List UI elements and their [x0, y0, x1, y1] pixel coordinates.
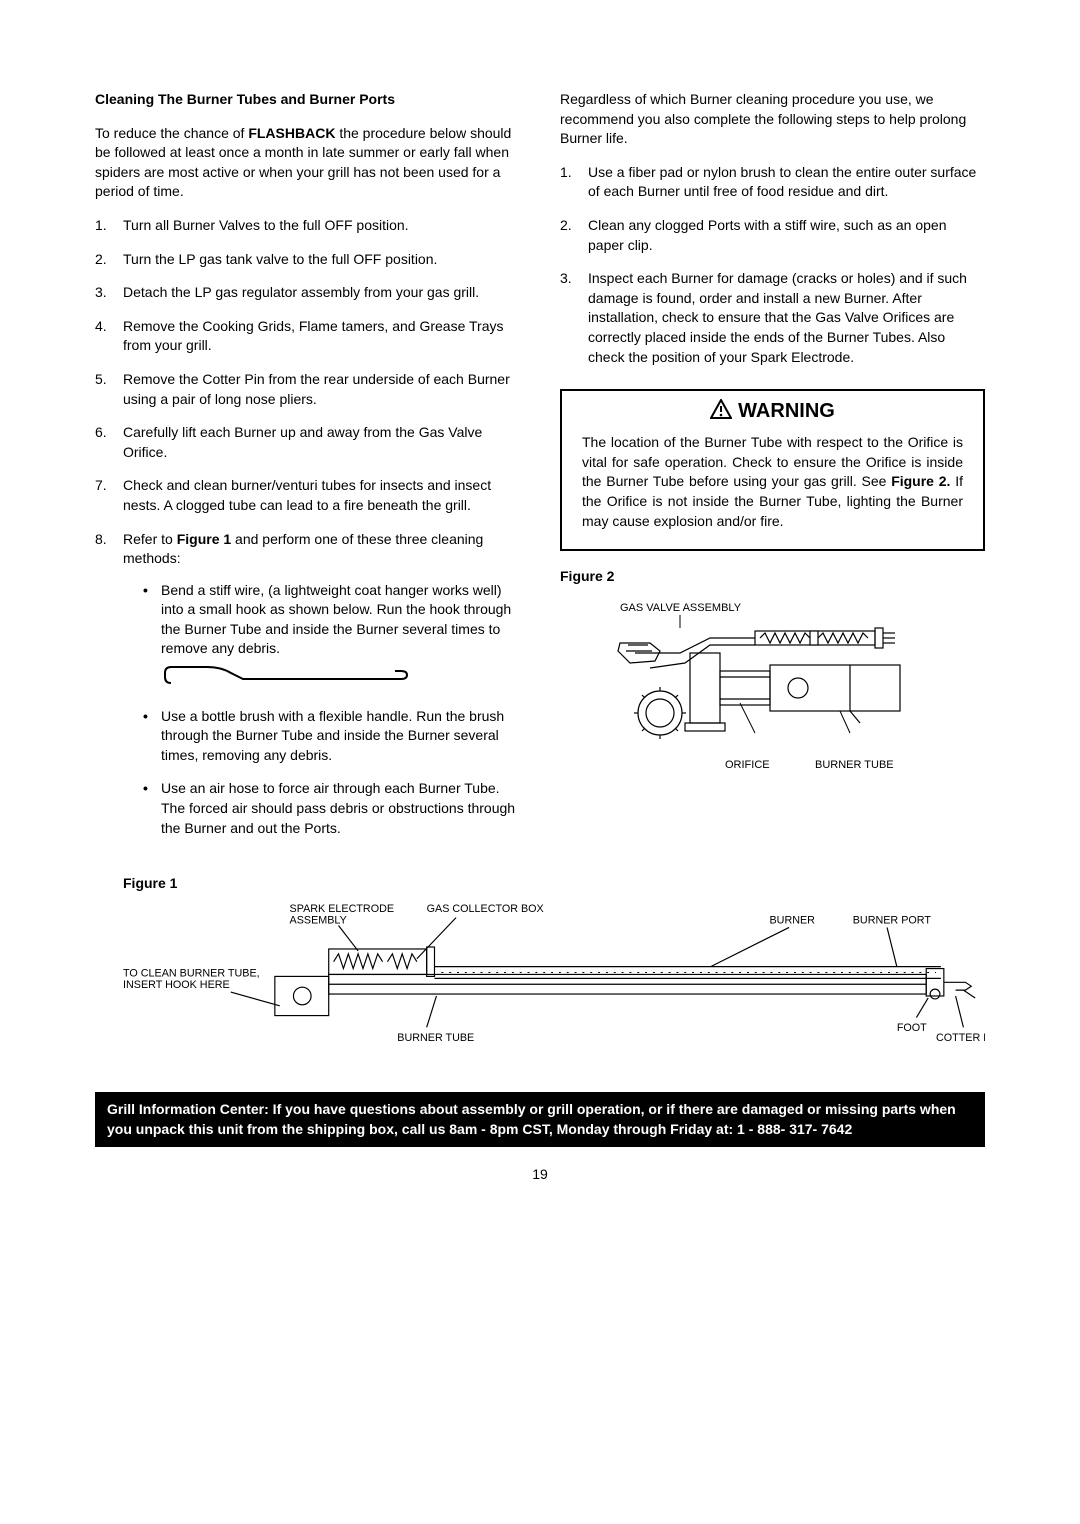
warning-icon	[710, 399, 732, 427]
method-b: Use a bottle brush with a flexible handl…	[143, 707, 520, 766]
step-5: Remove the Cotter Pin from the rear unde…	[95, 370, 520, 409]
left-column: Cleaning The Burner Tubes and Burner Por…	[95, 90, 520, 852]
warning-box: WARNING The location of the Burner Tube …	[560, 389, 985, 551]
step8-pre: Refer to	[123, 531, 177, 547]
svg-text:ASSEMBLY: ASSEMBLY	[290, 914, 347, 926]
figure1-diagram: SPARK ELECTRODE ASSEMBLY GAS COLLECTOR B…	[123, 900, 985, 1067]
svg-text:BURNER: BURNER	[769, 914, 815, 926]
step-7: Check and clean burner/venturi tubes for…	[95, 476, 520, 515]
step-4: Remove the Cooking Grids, Flame tamers, …	[95, 317, 520, 356]
intro-pre: To reduce the chance of	[95, 125, 248, 141]
warning-heading: WARNING	[582, 397, 963, 427]
warning-title: WARNING	[738, 400, 835, 422]
svg-text:BURNER TUBE: BURNER TUBE	[397, 1032, 474, 1044]
warn-bold: Figure 2.	[891, 473, 950, 489]
step-6: Carefully lift each Burner up and away f…	[95, 423, 520, 462]
step8-bold: Figure 1	[177, 531, 231, 547]
right-column: Regardless of which Burner cleaning proc…	[560, 90, 985, 852]
intro-paragraph: To reduce the chance of FLASHBACK the pr…	[95, 124, 520, 202]
right-intro: Regardless of which Burner cleaning proc…	[560, 90, 985, 149]
method-a: Bend a stiff wire, (a lightweight coat h…	[143, 581, 520, 693]
warning-body: The location of the Burner Tube with res…	[582, 433, 963, 531]
figure1-label: Figure 1	[123, 874, 985, 894]
left-steps-list: Turn all Burner Valves to the full OFF p…	[95, 216, 520, 838]
figure2-diagram: GAS VALVE ASSEMBLY	[560, 593, 985, 799]
method-a-text: Bend a stiff wire, (a lightweight coat h…	[161, 582, 511, 657]
svg-text:SPARK ELECTRODE: SPARK ELECTRODE	[290, 903, 394, 915]
svg-text:TO CLEAN BURNER TUBE,: TO CLEAN BURNER TUBE,	[123, 967, 260, 979]
flashback-bold: FLASHBACK	[248, 125, 335, 141]
rstep-3: Inspect each Burner for damage (cracks o…	[560, 269, 985, 367]
svg-text:INSERT HOOK HERE: INSERT HOOK HERE	[123, 979, 230, 991]
step-3: Detach the LP gas regulator assembly fro…	[95, 283, 520, 303]
hook-diagram	[161, 663, 520, 693]
svg-text:BURNER PORT: BURNER PORT	[853, 914, 932, 926]
step-2: Turn the LP gas tank valve to the full O…	[95, 250, 520, 270]
svg-text:COTTER PIN: COTTER PIN	[936, 1032, 985, 1044]
step-1: Turn all Burner Valves to the full OFF p…	[95, 216, 520, 236]
svg-text:GAS COLLECTOR BOX: GAS COLLECTOR BOX	[427, 903, 544, 915]
info-center-box: Grill Information Center: If you have qu…	[95, 1092, 985, 1147]
figure2-label: Figure 2	[560, 567, 985, 587]
figure1-wrap: Figure 1 SPARK ELECTRODE ASSEMBLY GAS CO…	[123, 874, 985, 1072]
fig2-gas-valve-label: GAS VALVE ASSEMBLY	[620, 602, 742, 614]
svg-text:FOOT: FOOT	[897, 1022, 927, 1034]
two-column-layout: Cleaning The Burner Tubes and Burner Por…	[95, 90, 985, 852]
rstep-2: Clean any clogged Ports with a stiff wir…	[560, 216, 985, 255]
fig2-orifice-label: ORIFICE	[725, 759, 770, 771]
right-steps-list: Use a fiber pad or nylon brush to clean …	[560, 163, 985, 367]
rstep-1: Use a fiber pad or nylon brush to clean …	[560, 163, 985, 202]
method-c: Use an air hose to force air through eac…	[143, 779, 520, 838]
methods-list: Bend a stiff wire, (a lightweight coat h…	[123, 581, 520, 839]
page-number: 19	[95, 1165, 985, 1185]
section-heading: Cleaning The Burner Tubes and Burner Por…	[95, 90, 520, 110]
fig2-burner-tube-label: BURNER TUBE	[815, 759, 894, 771]
step-8: Refer to Figure 1 and perform one of the…	[95, 530, 520, 839]
